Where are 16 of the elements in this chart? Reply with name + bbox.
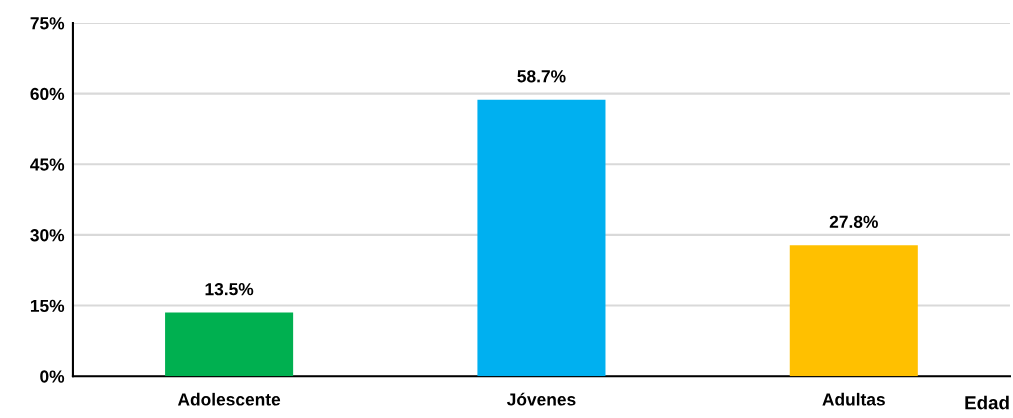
y-tick-label: 45% (30, 158, 65, 171)
x-tick-label: Adultas (822, 392, 885, 406)
data-label: 27.8% (829, 215, 878, 228)
data-label: 58.7% (517, 70, 566, 83)
bar (477, 99, 606, 377)
y-tick-label: 75% (30, 17, 65, 30)
y-tick-label: 30% (30, 229, 65, 242)
x-tick-label: Jóvenes (506, 392, 576, 406)
data-label: 13.5% (205, 283, 254, 296)
y-tick-label: 60% (30, 87, 65, 101)
y-tick-label: 15% (30, 299, 65, 313)
bar (789, 245, 918, 377)
bar (165, 312, 294, 377)
y-tick-label: 0% (40, 370, 65, 383)
x-axis-title: Edad (965, 395, 1009, 410)
x-tick-label: Adolescente (177, 392, 281, 406)
